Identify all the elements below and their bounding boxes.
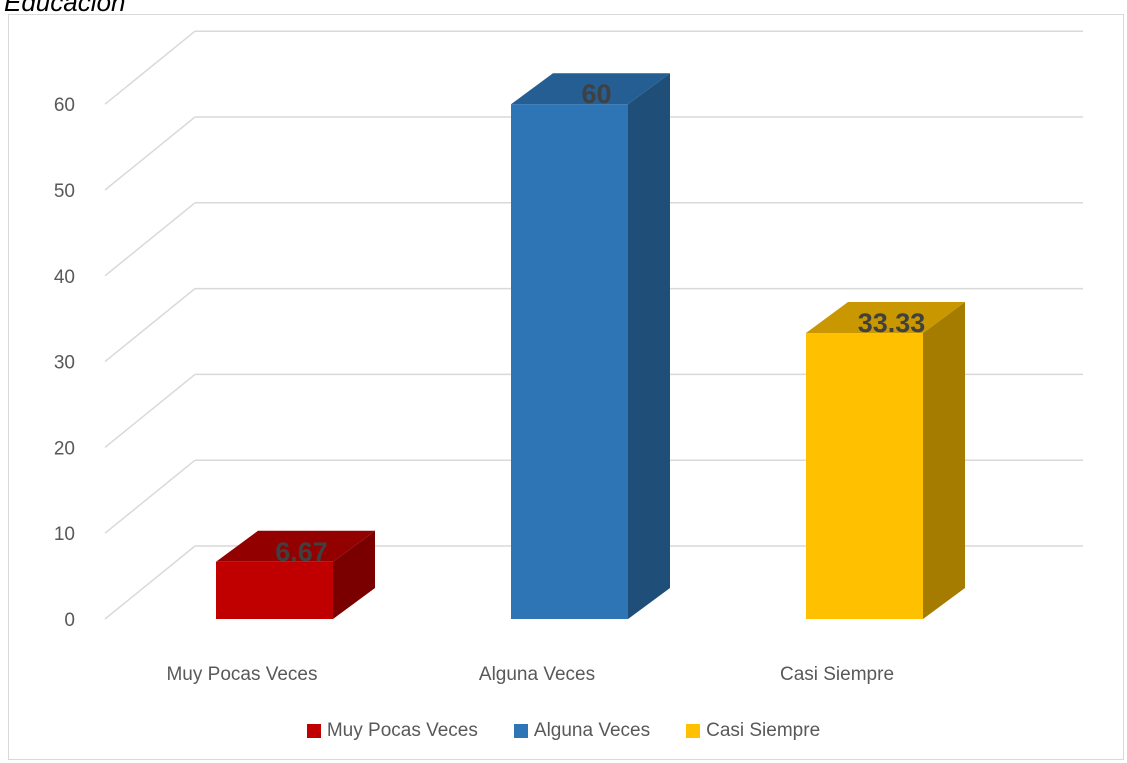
y-tick-label: 40: [54, 267, 75, 288]
gridline-diagonal: [104, 288, 196, 363]
data-label-muy-pocas-veces: 6.67: [275, 537, 328, 567]
legend-label: Alguna Veces: [533, 720, 651, 741]
bar-alguna-veces: [511, 104, 628, 619]
y-tick-label: 30: [54, 353, 75, 374]
legend-swatch-muy-pocas-veces: [306, 724, 321, 738]
bar-side-muy-pocas-veces: [333, 530, 375, 619]
bar-muy-pocas-veces: [216, 561, 333, 619]
gridline-diagonal: [104, 459, 196, 534]
chart-frame: [8, 14, 1124, 760]
bar-casi-siempre: [806, 333, 923, 619]
chart-heading: Educación: [4, 0, 126, 17]
x-category-label: Alguna Veces: [479, 664, 595, 685]
gridline-diagonal: [104, 202, 196, 277]
gridline-diagonal: [104, 373, 196, 448]
bar-side-alguna-veces: [628, 73, 670, 619]
legend-item-alguna-veces: Alguna Veces: [513, 720, 651, 742]
data-label-casi-siempre: 33.33: [858, 308, 926, 338]
legend-item-muy-pocas-veces: Muy Pocas Veces: [306, 720, 478, 742]
gridline-diagonal: [104, 116, 196, 191]
bar-top-casi-siempre: [806, 302, 965, 334]
gridline-diagonal: [104, 545, 196, 620]
y-tick-label: 10: [54, 524, 75, 545]
bar-side-casi-siempre: [923, 302, 965, 619]
chart-legend: Muy Pocas Veces Alguna Veces Casi Siempr…: [0, 720, 1127, 742]
y-tick-label: 0: [64, 610, 75, 631]
legend-swatch-casi-siempre: [686, 724, 701, 738]
y-tick-label: 60: [54, 95, 75, 116]
legend-label: Muy Pocas Veces: [326, 720, 478, 741]
data-label-alguna-veces: 60: [581, 79, 611, 109]
legend-swatch-alguna-veces: [513, 724, 528, 738]
x-category-label: Muy Pocas Veces: [166, 664, 317, 685]
bar-top-alguna-veces: [511, 73, 670, 105]
y-tick-label: 50: [54, 181, 75, 202]
legend-label: Casi Siempre: [706, 720, 821, 741]
gridline-diagonal: [104, 30, 196, 105]
y-tick-label: 20: [54, 438, 75, 459]
x-category-label: Casi Siempre: [780, 664, 894, 685]
bar-top-muy-pocas-veces: [216, 530, 375, 562]
legend-item-casi-siempre: Casi Siempre: [686, 720, 820, 742]
